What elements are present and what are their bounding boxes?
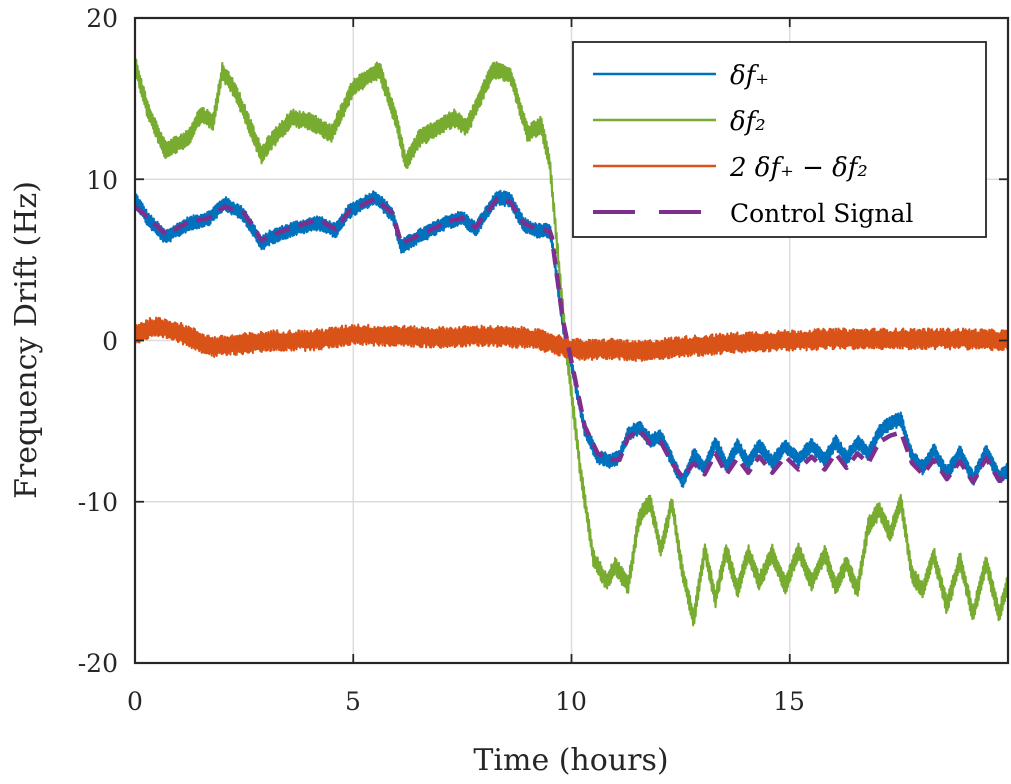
legend-label-delta-f2: δf₂ <box>730 107 766 137</box>
x-tick-label: 15 <box>773 687 805 716</box>
series-control-signal <box>135 196 1008 485</box>
series-line <box>135 196 1008 485</box>
x-tick-labels: 0 5 10 15 <box>127 687 805 716</box>
series-line <box>135 57 1008 627</box>
x-tick-label: 10 <box>555 687 587 716</box>
legend: δf₊ δf₂ 2 δf₊ − δf₂ Control Signal <box>572 41 987 238</box>
x-tick-label: 5 <box>345 687 361 716</box>
y-tick-labels: 20 10 0 -10 -20 <box>78 4 118 678</box>
y-tick-label: 10 <box>86 166 118 195</box>
y-tick-label: -10 <box>78 488 118 517</box>
y-axis-title: Frequency Drift (Hz) <box>9 181 44 499</box>
y-tick-label: 0 <box>102 327 118 356</box>
legend-label-combination: 2 δf₊ − δf₂ <box>729 153 868 183</box>
ticks <box>134 17 1008 664</box>
series--f2 <box>135 57 1008 627</box>
x-tick-label: 0 <box>127 687 143 716</box>
y-tick-label: 20 <box>86 4 118 33</box>
series-2-f-f2 <box>135 316 1008 363</box>
legend-label-control-signal: Control Signal <box>730 199 913 228</box>
legend-label-delta-f-plus: δf₊ <box>730 61 769 91</box>
y-tick-label: -20 <box>78 649 118 678</box>
series-layer <box>135 57 1008 627</box>
series-line <box>135 316 1008 363</box>
x-axis-title: Time (hours) <box>473 743 668 778</box>
